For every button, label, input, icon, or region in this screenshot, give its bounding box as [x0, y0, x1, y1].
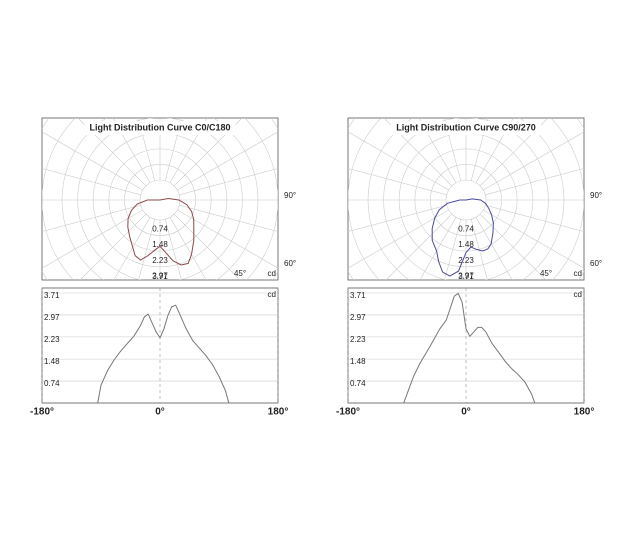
- polar-tick-label: 3.71: [458, 272, 474, 281]
- linear-curve: [42, 304, 278, 404]
- y-tick-label: 0.74: [44, 379, 60, 388]
- y-tick-label: 2.23: [350, 335, 366, 344]
- polar-angle-label: 60°: [284, 259, 296, 268]
- polar-grid-circle: [108, 148, 212, 252]
- radial-line: [164, 118, 183, 181]
- radial-line: [483, 209, 584, 269]
- radial-line: [485, 204, 584, 232]
- radial-line: [348, 209, 449, 269]
- polar-angle-label: 90°: [590, 191, 602, 200]
- x-tick-label: -180°: [30, 407, 54, 418]
- radial-line: [177, 131, 278, 191]
- title-bg: [85, 121, 235, 135]
- polar-grid-circle: [383, 118, 549, 280]
- polar-tick-label: 0.74: [152, 225, 168, 234]
- linear-curve: [348, 292, 584, 404]
- radial-line: [113, 217, 151, 280]
- radial-line: [169, 118, 208, 183]
- radial-line: [419, 217, 457, 280]
- polar-grid-circle: [77, 118, 243, 280]
- polar-curve: [127, 197, 195, 266]
- y-tick-label: 1.48: [350, 357, 366, 366]
- polar-tick-label: 2.23: [152, 256, 168, 265]
- y-tick-label: 3.71: [44, 291, 60, 300]
- x-tick-label: -180°: [336, 407, 360, 418]
- x-tick-label: 180°: [268, 407, 289, 418]
- polar-angle-label: 90°: [284, 191, 296, 200]
- unit-label: cd: [268, 269, 276, 278]
- radial-line: [177, 209, 278, 269]
- radial-line: [470, 118, 489, 181]
- y-tick-label: 1.48: [44, 357, 60, 366]
- chart-title: Light Distribution Curve C0/C180: [89, 122, 230, 132]
- y-tick-label: 0.74: [350, 379, 366, 388]
- unit-label: cd: [574, 269, 582, 278]
- radial-line: [475, 217, 513, 280]
- radial-line: [42, 168, 141, 196]
- radial-line: [444, 219, 462, 280]
- x-tick-label: 0°: [155, 407, 165, 418]
- radial-line: [42, 204, 141, 232]
- polar-tick-label: 0.74: [458, 225, 474, 234]
- radial-line: [137, 118, 156, 181]
- polar-grid-circle: [61, 118, 259, 280]
- polar-grid-circle: [124, 164, 196, 236]
- inner-circle: [445, 179, 487, 221]
- radial-line: [42, 209, 143, 269]
- chart-title: Light Distribution Curve C90/270: [396, 122, 536, 132]
- x-tick-label: 180°: [574, 407, 595, 418]
- polar-tick-label: 1.48: [458, 240, 474, 249]
- polar-grid-circle: [430, 164, 502, 236]
- polar-tick-label: 2.97: [458, 272, 474, 281]
- radial-line: [485, 168, 584, 196]
- polar-tick-label: 1.48: [152, 240, 168, 249]
- y-tick-label: 2.23: [44, 335, 60, 344]
- unit-label: cd: [268, 290, 276, 299]
- polar-tick-label: 3.71: [152, 272, 168, 281]
- radial-line: [348, 168, 447, 196]
- radial-line: [169, 217, 207, 280]
- polar-angle-label: 45°: [234, 269, 246, 278]
- radial-line: [483, 131, 584, 191]
- y-tick-label: 2.97: [44, 313, 60, 322]
- y-tick-label: 2.97: [350, 313, 366, 322]
- radial-line: [138, 219, 156, 280]
- radial-line: [112, 118, 151, 183]
- polar-tick-label: 2.97: [152, 272, 168, 281]
- polar-grid-circle: [367, 118, 565, 280]
- polar-angle-label: 60°: [590, 259, 602, 268]
- radial-line: [164, 219, 182, 280]
- polar-curve: [431, 198, 494, 277]
- radial-line: [470, 219, 488, 280]
- unit-label: cd: [574, 290, 582, 299]
- polar-grid: [42, 118, 278, 280]
- title-bg: [391, 121, 541, 135]
- polar-grid-circle: [414, 148, 518, 252]
- polar-angle-label: 45°: [540, 269, 552, 278]
- radial-line: [179, 168, 278, 196]
- radial-line: [443, 118, 462, 181]
- radial-line: [475, 118, 514, 183]
- inner-circle: [139, 179, 181, 221]
- radial-line: [42, 131, 143, 191]
- radial-line: [179, 204, 278, 232]
- y-tick-label: 3.71: [350, 291, 366, 300]
- x-tick-label: 0°: [461, 407, 471, 418]
- radial-line: [348, 131, 449, 191]
- radial-line: [348, 204, 447, 232]
- polar-tick-label: 2.23: [458, 256, 474, 265]
- radial-line: [418, 118, 457, 183]
